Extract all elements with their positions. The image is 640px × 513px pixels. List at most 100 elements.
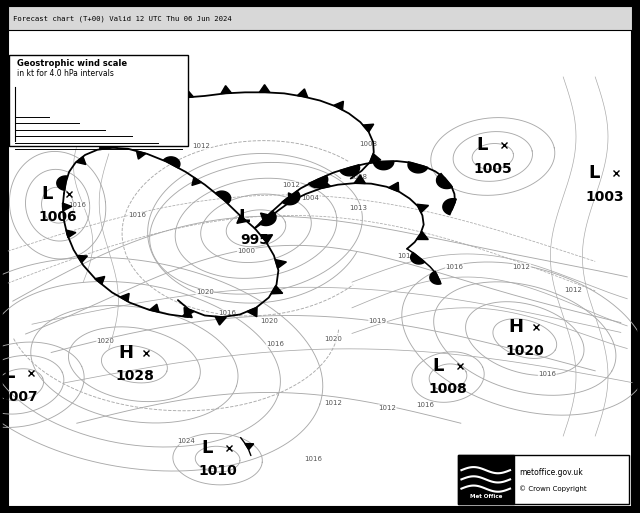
- Polygon shape: [354, 175, 365, 184]
- Polygon shape: [259, 211, 276, 226]
- Text: L: L: [42, 185, 53, 203]
- Text: 1020: 1020: [97, 338, 115, 344]
- Polygon shape: [320, 180, 331, 189]
- Polygon shape: [245, 444, 253, 449]
- Polygon shape: [411, 252, 425, 264]
- Polygon shape: [417, 204, 429, 213]
- Polygon shape: [66, 230, 76, 238]
- Polygon shape: [370, 154, 381, 162]
- Text: 1019: 1019: [369, 318, 387, 324]
- Text: 1005: 1005: [474, 162, 512, 175]
- Polygon shape: [221, 86, 232, 93]
- Text: 1012: 1012: [193, 143, 211, 149]
- Text: 1006: 1006: [38, 210, 77, 224]
- Polygon shape: [289, 193, 298, 202]
- Text: 995: 995: [240, 233, 269, 247]
- Text: 1016: 1016: [129, 212, 147, 219]
- Text: 1020: 1020: [260, 318, 278, 324]
- Polygon shape: [436, 173, 452, 189]
- Polygon shape: [120, 293, 129, 302]
- Polygon shape: [150, 304, 159, 312]
- Polygon shape: [333, 101, 344, 110]
- Text: L: L: [3, 364, 15, 383]
- Text: 1012: 1012: [513, 264, 531, 270]
- Text: 1016: 1016: [305, 456, 323, 462]
- Text: L: L: [477, 136, 488, 154]
- Polygon shape: [373, 161, 394, 170]
- Text: 1016: 1016: [397, 253, 415, 260]
- Polygon shape: [76, 156, 86, 165]
- Text: 1008: 1008: [349, 174, 367, 180]
- Text: H: H: [118, 344, 133, 362]
- Text: 1008: 1008: [429, 382, 467, 396]
- Polygon shape: [363, 124, 374, 132]
- Polygon shape: [63, 203, 72, 211]
- Text: 1000: 1000: [237, 248, 255, 254]
- Text: 1016: 1016: [445, 264, 463, 270]
- Polygon shape: [77, 255, 88, 263]
- Text: 1020: 1020: [196, 289, 214, 295]
- Polygon shape: [247, 307, 257, 317]
- Text: H: H: [509, 318, 524, 337]
- Bar: [8, 6, 632, 30]
- Polygon shape: [408, 162, 428, 173]
- Text: 1010: 1010: [198, 464, 237, 478]
- Polygon shape: [298, 89, 308, 97]
- Text: 1024: 1024: [177, 438, 195, 444]
- Polygon shape: [430, 271, 441, 284]
- Text: Forecast chart (T+00) Valid 12 UTC Thu 06 Jun 2024: Forecast chart (T+00) Valid 12 UTC Thu 0…: [13, 15, 232, 22]
- Text: L: L: [589, 164, 600, 183]
- Polygon shape: [100, 141, 118, 149]
- Polygon shape: [215, 317, 226, 325]
- Text: 1008: 1008: [359, 141, 377, 147]
- Polygon shape: [163, 157, 180, 168]
- Polygon shape: [216, 191, 230, 203]
- Bar: [458, 455, 629, 504]
- Text: 1012: 1012: [282, 182, 300, 188]
- Text: Geostrophic wind scale: Geostrophic wind scale: [17, 59, 127, 68]
- Polygon shape: [237, 215, 247, 223]
- Text: 1016: 1016: [538, 371, 556, 378]
- Polygon shape: [282, 191, 300, 205]
- Polygon shape: [184, 307, 195, 317]
- Text: 1007: 1007: [0, 390, 38, 404]
- Bar: [9, 55, 188, 146]
- Text: L: L: [432, 357, 444, 375]
- Text: L: L: [239, 208, 250, 226]
- Text: 1028: 1028: [115, 369, 154, 383]
- Polygon shape: [192, 177, 202, 185]
- Text: 1013: 1013: [349, 205, 367, 211]
- Polygon shape: [183, 90, 193, 97]
- Bar: [458, 455, 514, 504]
- Polygon shape: [57, 176, 67, 190]
- Text: 1016: 1016: [218, 310, 236, 316]
- Polygon shape: [308, 175, 328, 188]
- Text: 1016: 1016: [266, 341, 284, 347]
- Polygon shape: [95, 277, 105, 284]
- Text: 1003: 1003: [586, 190, 624, 204]
- Text: 1012: 1012: [324, 400, 342, 406]
- Text: 1016: 1016: [417, 402, 435, 408]
- Polygon shape: [260, 213, 272, 222]
- Polygon shape: [259, 85, 270, 92]
- Text: Met Office: Met Office: [470, 494, 502, 499]
- Text: 1004: 1004: [301, 194, 319, 201]
- Polygon shape: [340, 165, 360, 176]
- Text: © Crown Copyright: © Crown Copyright: [519, 486, 587, 492]
- Text: 1020: 1020: [324, 336, 342, 342]
- Text: in kt for 4.0 hPa intervals: in kt for 4.0 hPa intervals: [17, 69, 113, 78]
- Text: 1012: 1012: [564, 287, 582, 293]
- Polygon shape: [443, 199, 456, 214]
- Text: metoffice.gov.uk: metoffice.gov.uk: [519, 467, 583, 477]
- Polygon shape: [182, 310, 192, 318]
- Polygon shape: [136, 151, 146, 159]
- Text: 1016: 1016: [68, 202, 86, 208]
- Polygon shape: [388, 182, 399, 192]
- Polygon shape: [275, 260, 287, 268]
- Polygon shape: [261, 235, 273, 243]
- Polygon shape: [417, 231, 428, 240]
- Text: L: L: [202, 439, 213, 457]
- Text: 1012: 1012: [378, 405, 396, 411]
- Text: 1020: 1020: [506, 344, 544, 358]
- Polygon shape: [271, 286, 283, 294]
